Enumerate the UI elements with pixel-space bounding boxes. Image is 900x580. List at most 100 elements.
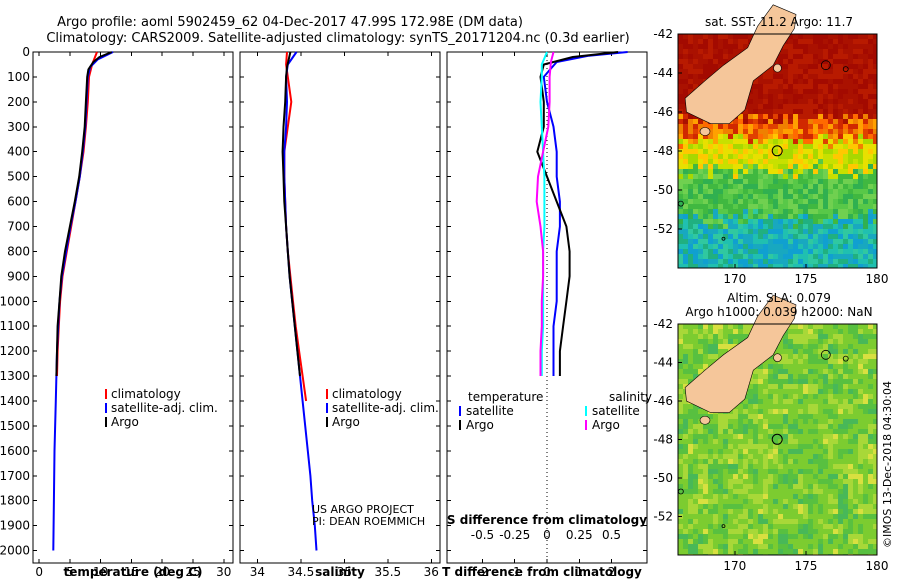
map-cell xyxy=(708,54,713,59)
map-cell xyxy=(723,424,728,429)
figure-title-line2: Climatology: CARS2009. Satellite-adjuste… xyxy=(46,31,629,46)
map-cell xyxy=(843,179,848,184)
map-cell xyxy=(723,224,728,229)
map-cell xyxy=(873,234,877,239)
map-cell xyxy=(813,89,818,94)
map-cell xyxy=(708,459,713,464)
map-cell xyxy=(833,44,838,49)
map-cell xyxy=(868,259,873,264)
map-cell xyxy=(788,489,793,494)
map-cell xyxy=(818,409,823,414)
map-cell xyxy=(783,424,788,429)
map-cell xyxy=(838,259,843,264)
map-cell xyxy=(773,249,778,254)
map-cell xyxy=(723,219,728,224)
map-cell xyxy=(688,264,693,268)
map-cell xyxy=(698,144,703,149)
map-cell xyxy=(803,144,808,149)
map-cell xyxy=(823,249,828,254)
map-cell xyxy=(838,384,843,389)
map-cell xyxy=(758,164,763,169)
map-cell xyxy=(873,249,877,254)
map-cell xyxy=(818,259,823,264)
map-cell xyxy=(678,544,683,549)
map-cell xyxy=(713,459,718,464)
map-cell xyxy=(813,129,818,134)
map-cell xyxy=(813,354,818,359)
map-cell xyxy=(868,389,873,394)
map-cell xyxy=(843,209,848,214)
map-cell xyxy=(718,419,723,424)
map-cell xyxy=(768,514,773,519)
map-cell xyxy=(823,109,828,114)
map-cell xyxy=(783,169,788,174)
map-cell xyxy=(768,119,773,124)
map-cell xyxy=(773,379,778,384)
map-cell xyxy=(688,494,693,499)
map-cell xyxy=(823,359,828,364)
map-cell xyxy=(763,534,768,539)
map-cell xyxy=(688,479,693,484)
map-cell xyxy=(848,119,853,124)
map-cell xyxy=(868,49,873,54)
map-cell xyxy=(678,369,683,374)
map-cell xyxy=(688,219,693,224)
map-cell xyxy=(703,484,708,489)
map-cell xyxy=(743,429,748,434)
map-cell xyxy=(683,89,688,94)
map-cell xyxy=(863,129,868,134)
map-cell xyxy=(808,424,813,429)
map-cell xyxy=(778,79,783,84)
map-cell xyxy=(723,414,728,419)
map-cell xyxy=(793,499,798,504)
map-cell xyxy=(683,399,688,404)
map-cell xyxy=(753,164,758,169)
map-cell xyxy=(848,194,853,199)
map-cell xyxy=(843,219,848,224)
map-cell xyxy=(833,354,838,359)
map-cell xyxy=(853,394,858,399)
map-cell xyxy=(873,404,877,409)
map-cell xyxy=(868,109,873,114)
map-cell xyxy=(743,249,748,254)
map-cell xyxy=(863,94,868,99)
map-cell xyxy=(708,514,713,519)
map-cell xyxy=(828,119,833,124)
map-cell xyxy=(808,374,813,379)
map-cell xyxy=(848,39,853,44)
map-cell xyxy=(768,359,773,364)
map-cell xyxy=(843,259,848,264)
map-cell xyxy=(778,479,783,484)
map-cell xyxy=(728,454,733,459)
map-cell xyxy=(738,44,743,49)
map-cell xyxy=(803,479,808,484)
map-cell xyxy=(788,84,793,89)
map-cell xyxy=(803,79,808,84)
map-cell xyxy=(733,329,738,334)
map-cell xyxy=(853,369,858,374)
map-cell xyxy=(683,549,688,554)
map-cell xyxy=(848,444,853,449)
map-cell xyxy=(873,534,877,539)
map-cell xyxy=(678,89,683,94)
map-cell xyxy=(773,409,778,414)
map-cell xyxy=(818,89,823,94)
map-cell xyxy=(828,254,833,259)
map-cell xyxy=(833,229,838,234)
map-cell xyxy=(798,324,803,329)
map-cell xyxy=(788,189,793,194)
map-cell xyxy=(743,459,748,464)
map-cell xyxy=(798,329,803,334)
map-cell xyxy=(803,84,808,89)
map-cell xyxy=(868,414,873,419)
map-cell xyxy=(748,399,753,404)
map-cell xyxy=(753,184,758,189)
map-cell xyxy=(818,254,823,259)
map-cell xyxy=(863,334,868,339)
map-cell xyxy=(748,514,753,519)
map-cell xyxy=(823,444,828,449)
map-cell xyxy=(868,59,873,64)
map-cell xyxy=(763,219,768,224)
land-stewart-island xyxy=(699,127,711,136)
map-cell xyxy=(738,264,743,268)
